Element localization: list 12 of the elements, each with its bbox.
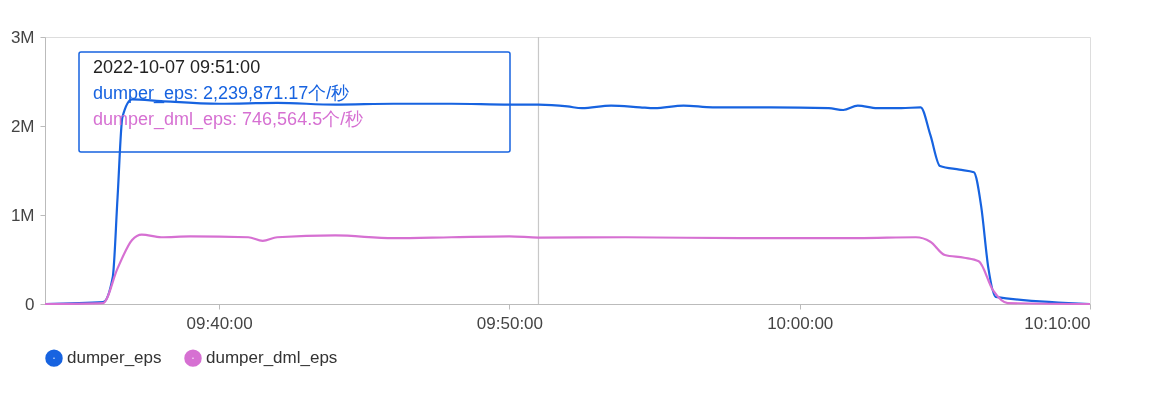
x-tick-label: 10:00:00: [767, 313, 834, 333]
legend-label: dumper_dml_eps: [206, 348, 338, 368]
y-tick-label: 3M: [10, 27, 35, 47]
annotation: 2022-10-07 09:51:00: [93, 57, 261, 77]
y-tick-label: 2M: [10, 116, 35, 136]
y-tick-label: 1M: [10, 205, 35, 225]
y-tick-label: 0: [25, 294, 35, 314]
annotation: dumper_eps: 2,239,871.17个/秒: [93, 83, 350, 104]
x-tick-label: 09:50:00: [476, 313, 544, 333]
x-tick-label: 10:10:00: [1024, 313, 1091, 333]
x-tick-label: 09:40:00: [186, 313, 253, 333]
legend-label: dumper_eps: [67, 348, 162, 368]
